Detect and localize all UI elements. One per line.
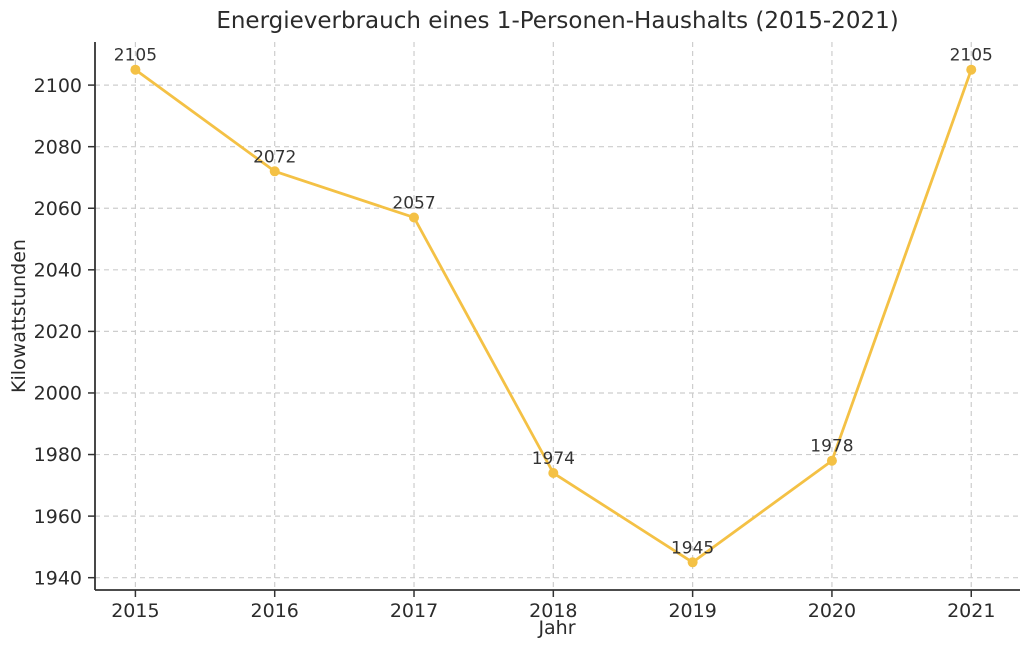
x-tick-label: 2021	[947, 600, 995, 622]
y-tick-label: 1960	[34, 506, 82, 528]
data-point	[409, 212, 420, 223]
data-point	[269, 166, 280, 177]
x-tick-label: 2017	[390, 600, 438, 622]
data-point-label: 2105	[950, 46, 993, 66]
x-axis-label: Jahr	[538, 617, 576, 639]
x-tick-label: 2016	[251, 600, 299, 622]
y-tick-label: 1980	[34, 444, 82, 466]
data-point	[130, 64, 141, 75]
x-tick-label: 2018	[529, 600, 577, 622]
x-tick-label: 2019	[668, 600, 716, 622]
y-tick-label: 1940	[34, 567, 82, 589]
chart-title: Energieverbrauch eines 1-Personen-Hausha…	[216, 8, 899, 34]
y-tick-label: 2000	[34, 383, 82, 405]
data-point	[966, 64, 977, 75]
data-point-label: 2072	[253, 147, 296, 167]
data-point-label: 2057	[392, 193, 435, 213]
data-point	[826, 455, 837, 466]
x-tick-label: 2020	[808, 600, 856, 622]
y-tick-label: 2060	[34, 198, 82, 220]
data-point-label: 1945	[671, 538, 714, 558]
data-point-label: 2105	[114, 46, 157, 66]
y-tick-label: 2100	[34, 75, 82, 97]
data-point-label: 1974	[532, 449, 575, 469]
y-tick-label: 2020	[34, 321, 82, 343]
y-tick-label: 2040	[34, 259, 82, 281]
y-tick-label: 2080	[34, 136, 82, 158]
data-point	[548, 468, 559, 479]
x-tick-label: 2015	[111, 600, 159, 622]
data-point	[687, 557, 698, 568]
data-point-label: 1978	[810, 437, 853, 457]
